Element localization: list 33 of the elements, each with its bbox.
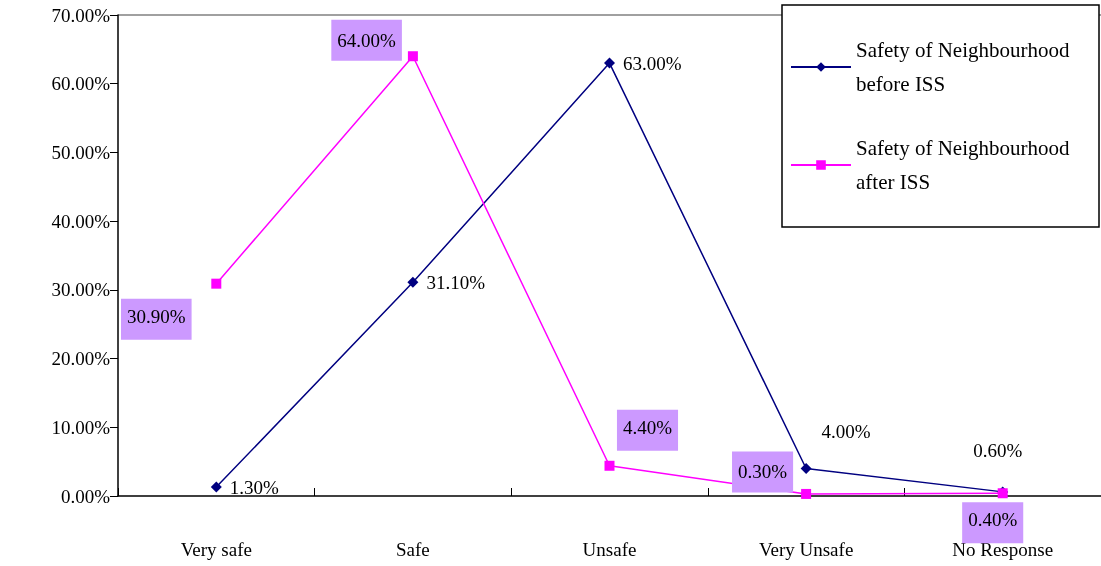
x-tick-label: Very Unsafe: [758, 539, 854, 560]
point: [210, 481, 222, 493]
point: [604, 460, 615, 471]
data-label: 4.00%: [821, 421, 871, 443]
y-tick-label: 0.00%: [60, 485, 111, 507]
data-label: 0.60%: [973, 440, 1023, 462]
x-tick-label: No Response: [952, 539, 1054, 560]
data-label: 31.10%: [426, 271, 486, 293]
x-tick-label: Safe: [396, 539, 430, 560]
legend-label: Safety of Neighbourhood before ISS: [856, 38, 1075, 96]
y-tick-label: 70.00%: [51, 4, 111, 26]
y-tick-label: 10.00%: [51, 416, 111, 438]
data-label: 0.30%: [738, 461, 788, 483]
data-label: 63.00%: [623, 52, 682, 74]
y-tick-label: 40.00%: [51, 210, 111, 232]
data-label: 1.30%: [229, 476, 280, 498]
y-tick-label: 60.00%: [51, 73, 111, 95]
point: [407, 276, 419, 288]
data-label: 64.00%: [337, 29, 397, 51]
legend-label: Safety of Neighbourhood after ISS: [856, 136, 1075, 194]
point: [604, 57, 615, 69]
x-tick-label: Unsafe: [582, 539, 637, 560]
point: [801, 488, 812, 499]
data-label: 0.40%: [968, 509, 1018, 531]
point: [800, 463, 812, 475]
point: [211, 278, 222, 289]
data-label: 4.40%: [622, 416, 673, 438]
y-tick-label: 30.00%: [51, 279, 111, 301]
point: [407, 51, 418, 62]
y-tick-label: 50.00%: [51, 141, 111, 163]
data-label: 30.90%: [127, 305, 186, 327]
y-tick-label: 20.00%: [51, 348, 111, 370]
x-tick-label: Very safe: [180, 539, 252, 560]
